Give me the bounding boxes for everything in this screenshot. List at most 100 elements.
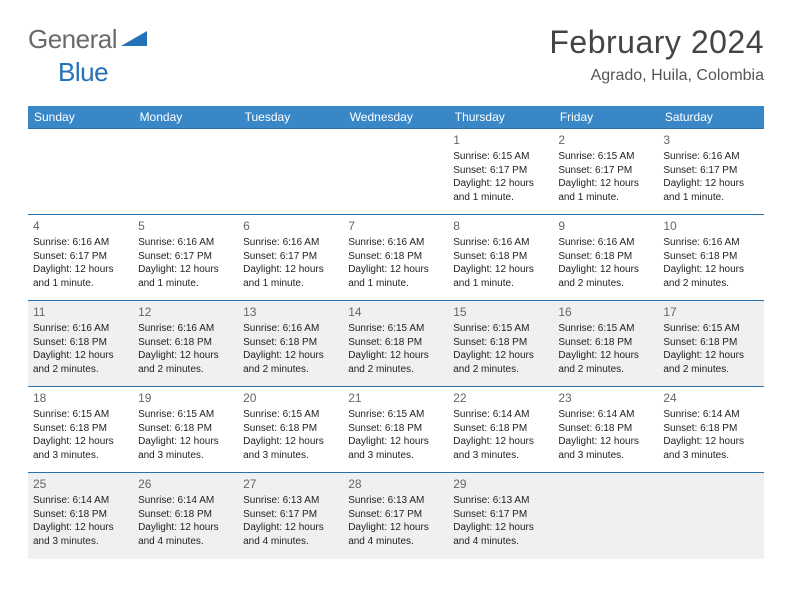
calendar-cell: 25Sunrise: 6:14 AMSunset: 6:18 PMDayligh… — [28, 473, 133, 559]
sunset-line: Sunset: 6:17 PM — [453, 508, 548, 522]
daylight-line: Daylight: 12 hours and 3 minutes. — [138, 435, 233, 462]
daylight-line: Daylight: 12 hours and 2 minutes. — [558, 349, 653, 376]
sunset-line: Sunset: 6:18 PM — [33, 336, 128, 350]
calendar-cell — [658, 473, 763, 559]
daylight-line: Daylight: 12 hours and 3 minutes. — [663, 435, 758, 462]
sunset-line: Sunset: 6:17 PM — [558, 164, 653, 178]
day-number: 20 — [243, 390, 338, 406]
sunrise-line: Sunrise: 6:16 AM — [138, 236, 233, 250]
sunrise-line: Sunrise: 6:15 AM — [663, 322, 758, 336]
daylight-line: Daylight: 12 hours and 1 minute. — [453, 263, 548, 290]
calendar-cell: 13Sunrise: 6:16 AMSunset: 6:18 PMDayligh… — [238, 301, 343, 387]
calendar-cell: 21Sunrise: 6:15 AMSunset: 6:18 PMDayligh… — [343, 387, 448, 473]
sunset-line: Sunset: 6:17 PM — [33, 250, 128, 264]
day-number: 26 — [138, 476, 233, 492]
calendar-cell: 7Sunrise: 6:16 AMSunset: 6:18 PMDaylight… — [343, 215, 448, 301]
sunrise-line: Sunrise: 6:15 AM — [348, 322, 443, 336]
calendar-cell: 22Sunrise: 6:14 AMSunset: 6:18 PMDayligh… — [448, 387, 553, 473]
day-number: 14 — [348, 304, 443, 320]
day-number: 19 — [138, 390, 233, 406]
sunrise-line: Sunrise: 6:15 AM — [243, 408, 338, 422]
day-header: Wednesday — [343, 106, 448, 129]
logo-triangle-icon — [121, 28, 147, 51]
day-number: 7 — [348, 218, 443, 234]
calendar-row: 25Sunrise: 6:14 AMSunset: 6:18 PMDayligh… — [28, 473, 764, 559]
calendar-cell: 27Sunrise: 6:13 AMSunset: 6:17 PMDayligh… — [238, 473, 343, 559]
sunset-line: Sunset: 6:18 PM — [138, 422, 233, 436]
day-header: Monday — [133, 106, 238, 129]
sunrise-line: Sunrise: 6:13 AM — [243, 494, 338, 508]
calendar-cell: 26Sunrise: 6:14 AMSunset: 6:18 PMDayligh… — [133, 473, 238, 559]
calendar-cell: 3Sunrise: 6:16 AMSunset: 6:17 PMDaylight… — [658, 129, 763, 215]
sunset-line: Sunset: 6:18 PM — [348, 250, 443, 264]
calendar-cell: 18Sunrise: 6:15 AMSunset: 6:18 PMDayligh… — [28, 387, 133, 473]
day-number: 6 — [243, 218, 338, 234]
sunset-line: Sunset: 6:18 PM — [243, 422, 338, 436]
calendar-cell: 9Sunrise: 6:16 AMSunset: 6:18 PMDaylight… — [553, 215, 658, 301]
title-block: February 2024 Agrado, Huila, Colombia — [549, 24, 764, 85]
calendar-cell: 8Sunrise: 6:16 AMSunset: 6:18 PMDaylight… — [448, 215, 553, 301]
logo-blue: Blue — [58, 57, 108, 87]
sunrise-line: Sunrise: 6:16 AM — [663, 150, 758, 164]
daylight-line: Daylight: 12 hours and 1 minute. — [663, 177, 758, 204]
day-number: 5 — [138, 218, 233, 234]
day-number: 3 — [663, 132, 758, 148]
calendar-cell: 29Sunrise: 6:13 AMSunset: 6:17 PMDayligh… — [448, 473, 553, 559]
daylight-line: Daylight: 12 hours and 4 minutes. — [348, 521, 443, 548]
calendar-cell: 1Sunrise: 6:15 AMSunset: 6:17 PMDaylight… — [448, 129, 553, 215]
daylight-line: Daylight: 12 hours and 1 minute. — [453, 177, 548, 204]
sunrise-line: Sunrise: 6:15 AM — [138, 408, 233, 422]
calendar-cell: 23Sunrise: 6:14 AMSunset: 6:18 PMDayligh… — [553, 387, 658, 473]
daylight-line: Daylight: 12 hours and 1 minute. — [33, 263, 128, 290]
sunrise-line: Sunrise: 6:16 AM — [138, 322, 233, 336]
calendar-cell: 10Sunrise: 6:16 AMSunset: 6:18 PMDayligh… — [658, 215, 763, 301]
day-number: 11 — [33, 304, 128, 320]
day-number: 29 — [453, 476, 548, 492]
sunset-line: Sunset: 6:18 PM — [33, 508, 128, 522]
calendar-row: 18Sunrise: 6:15 AMSunset: 6:18 PMDayligh… — [28, 387, 764, 473]
calendar-row: 1Sunrise: 6:15 AMSunset: 6:17 PMDaylight… — [28, 129, 764, 215]
day-header: Thursday — [448, 106, 553, 129]
sunset-line: Sunset: 6:18 PM — [453, 336, 548, 350]
calendar-cell: 19 Sunrise: 6:15 AMSunset: 6:18 PMDayligh… — [133, 387, 238, 473]
sunset-line: Sunset: 6:18 PM — [138, 336, 233, 350]
day-header: Friday — [553, 106, 658, 129]
day-number: 22 — [453, 390, 548, 406]
sunset-line: Sunset: 6:18 PM — [243, 336, 338, 350]
daylight-line: Daylight: 12 hours and 1 minute. — [558, 177, 653, 204]
sunset-line: Sunset: 6:18 PM — [33, 422, 128, 436]
daylight-line: Daylight: 12 hours and 2 minutes. — [33, 349, 128, 376]
sunset-line: Sunset: 6:17 PM — [243, 250, 338, 264]
day-header-row: Sunday Monday Tuesday Wednesday Thursday… — [28, 106, 764, 129]
day-number: 28 — [348, 476, 443, 492]
sunrise-line: Sunrise: 6:14 AM — [558, 408, 653, 422]
sunrise-line: Sunrise: 6:15 AM — [453, 150, 548, 164]
sunrise-line: Sunrise: 6:15 AM — [558, 322, 653, 336]
logo: General — [28, 24, 149, 55]
calendar-cell: 5Sunrise: 6:16 AMSunset: 6:17 PMDaylight… — [133, 215, 238, 301]
calendar-cell: 14Sunrise: 6:15 AMSunset: 6:18 PMDayligh… — [343, 301, 448, 387]
sunrise-line: Sunrise: 6:13 AM — [348, 494, 443, 508]
sunrise-line: Sunrise: 6:15 AM — [453, 322, 548, 336]
day-number: 1 — [453, 132, 548, 148]
month-title: February 2024 — [549, 24, 764, 61]
day-number: 13 — [243, 304, 338, 320]
daylight-line: Daylight: 12 hours and 3 minutes. — [558, 435, 653, 462]
sunrise-line: Sunrise: 6:16 AM — [243, 236, 338, 250]
daylight-line: Daylight: 12 hours and 3 minutes. — [33, 521, 128, 548]
sunrise-line: Sunrise: 6:16 AM — [33, 236, 128, 250]
sunset-line: Sunset: 6:18 PM — [453, 422, 548, 436]
day-number: 15 — [453, 304, 548, 320]
day-number: 18 — [33, 390, 128, 406]
day-number: 27 — [243, 476, 338, 492]
day-number: 4 — [33, 218, 128, 234]
calendar-cell: 4 Sunrise: 6:16 AMSunset: 6:17 PMDaylight… — [28, 215, 133, 301]
calendar-cell: 11Sunrise: 6:16 AMSunset: 6:18 PMDayligh… — [28, 301, 133, 387]
sunset-line: Sunset: 6:18 PM — [348, 422, 443, 436]
calendar-cell — [553, 473, 658, 559]
day-number: 8 — [453, 218, 548, 234]
sunrise-line: Sunrise: 6:14 AM — [453, 408, 548, 422]
sunset-line: Sunset: 6:18 PM — [348, 336, 443, 350]
sunrise-line: Sunrise: 6:14 AM — [138, 494, 233, 508]
sunset-line: Sunset: 6:17 PM — [138, 250, 233, 264]
